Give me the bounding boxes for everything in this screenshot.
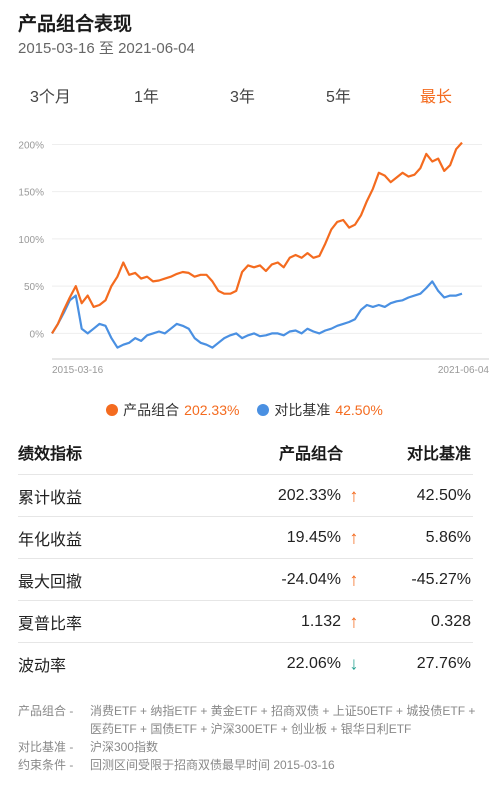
benchmark-value: 0.328 (430, 612, 471, 630)
arrow-down-icon: ↓ (349, 653, 359, 673)
y-tick-label: 150% (18, 188, 44, 199)
note-value: 沪深300指数 (90, 740, 159, 754)
table-row: 累计收益 202.33% ↑ 42.50% (18, 474, 473, 516)
metric-name: 累计收益 (18, 489, 83, 507)
portfolio-value: 22.06% (286, 654, 341, 672)
benchmark-value: 27.76% (416, 654, 471, 672)
arrow-up-icon: ↑ (349, 485, 359, 505)
note-label: 约束条件 - (18, 758, 74, 772)
metric-name: 波动率 (18, 657, 67, 675)
legend-portfolio-value: 202.33% (184, 402, 240, 418)
y-tick-label: 50% (24, 282, 44, 293)
benchmark-value: 5.86% (425, 528, 471, 546)
table-row: 夏普比率 1.132 ↑ 0.328 (18, 600, 473, 642)
legend-benchmark-label: 对比基准 (274, 402, 331, 418)
legend-portfolio: 产品组合 202.33% (106, 400, 239, 420)
portfolio-value: -24.04% (281, 570, 341, 588)
portfolio-line (51, 141, 463, 334)
tab-1-year[interactable]: 1年 (134, 89, 159, 106)
table-row: 波动率 22.06% ↓ 27.76% (18, 642, 473, 684)
arrow-up-icon: ↑ (349, 611, 359, 631)
note-constraint: 约束条件 - 回测区间受限于招商双债最早时间 2015-03-16 (18, 756, 478, 774)
y-tick-label: 0% (30, 329, 45, 340)
portfolio-value: 19.45% (286, 528, 341, 546)
y-tick-label: 200% (18, 140, 44, 151)
benchmark-line (51, 280, 463, 349)
portfolio-dot-icon (106, 404, 119, 416)
chart-legend: 产品组合 202.33% 对比基准 42.50% (0, 400, 489, 420)
legend-benchmark-value: 42.50% (335, 402, 383, 418)
header-portfolio: 产品组合 (278, 446, 343, 463)
performance-table: 绩效指标 产品组合 对比基准 累计收益 202.33% ↑ 42.50% 年化收… (18, 430, 473, 684)
legend-portfolio-label: 产品组合 (123, 402, 180, 418)
header-benchmark: 对比基准 (406, 446, 471, 463)
x-tick-label-end: 2021-06-04 (438, 365, 489, 376)
portfolio-value: 202.33% (277, 486, 341, 504)
portfolio-value: 1.132 (300, 612, 341, 630)
benchmark-value: 42.50% (416, 486, 471, 504)
note-label: 产品组合 - (18, 704, 74, 718)
note-value: 消费ETF + 纳指ETF + 黄金ETF + 招商双债 + 上证50ETF +… (90, 704, 476, 736)
metric-name: 年化收益 (18, 531, 83, 549)
header-metric: 绩效指标 (18, 446, 83, 463)
performance-chart: 0% 50% 100% 150% 200% 2015-03-16 2021-06-04 (18, 140, 489, 376)
note-benchmark: 对比基准 - 沪深300指数 (18, 738, 478, 756)
arrow-up-icon: ↑ (349, 569, 359, 589)
tab-5-years[interactable]: 5年 (326, 89, 351, 106)
y-tick-label: 100% (18, 235, 44, 246)
note-value: 回测区间受限于招商双债最早时间 2015-03-16 (90, 758, 335, 772)
table-header: 绩效指标 产品组合 对比基准 (18, 430, 473, 474)
footnotes: 产品组合 - 消费ETF + 纳指ETF + 黄金ETF + 招商双债 + 上证… (18, 702, 478, 774)
tab-3-years[interactable]: 3年 (230, 89, 255, 106)
metric-name: 最大回撤 (18, 573, 83, 591)
metric-name: 夏普比率 (18, 615, 83, 633)
arrow-up-icon: ↑ (349, 527, 359, 547)
benchmark-dot-icon (257, 404, 270, 416)
tab-longest[interactable]: 最长 (420, 89, 453, 106)
benchmark-value: -45.27% (411, 570, 471, 588)
x-tick-label-start: 2015-03-16 (52, 365, 104, 376)
period-tabs: 3个月 1年 3年 5年 最长 (0, 83, 489, 107)
page-title: 产品组合表现 (18, 14, 133, 35)
note-portfolio: 产品组合 - 消费ETF + 纳指ETF + 黄金ETF + 招商双债 + 上证… (18, 702, 478, 738)
note-label: 对比基准 - (18, 740, 74, 754)
date-range: 2015-03-16 至 2021-06-04 (18, 40, 195, 57)
table-row: 最大回撤 -24.04% ↑ -45.27% (18, 558, 473, 600)
table-row: 年化收益 19.45% ↑ 5.86% (18, 516, 473, 558)
legend-benchmark: 对比基准 42.50% (257, 400, 383, 420)
tab-3-months[interactable]: 3个月 (30, 89, 71, 106)
